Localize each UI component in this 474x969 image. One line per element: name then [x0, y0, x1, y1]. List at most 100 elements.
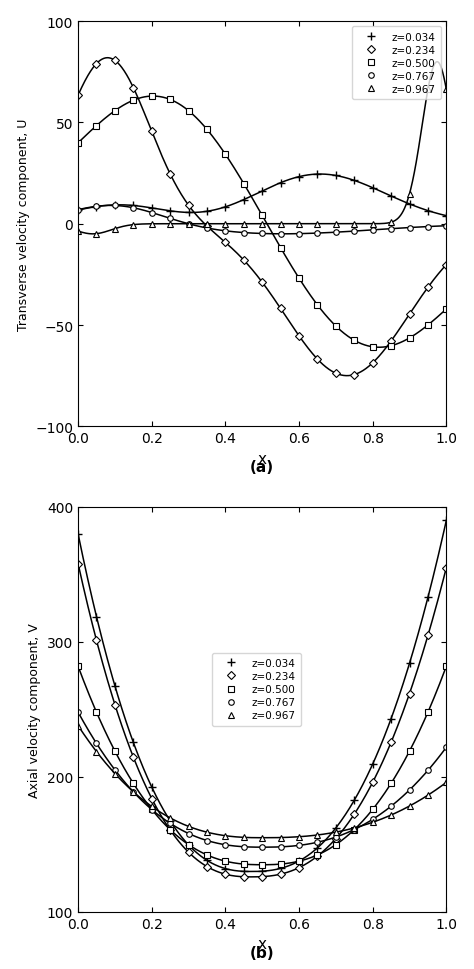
z=0.034 [444, 210, 449, 222]
z=0.967 [75, 226, 81, 237]
z=0.234 [204, 860, 210, 872]
z=0.500 [167, 824, 173, 835]
z=0.234 [370, 358, 375, 369]
z=0.034 [370, 183, 375, 195]
z=0.967 [204, 219, 210, 231]
z=0.234 [315, 354, 320, 365]
z=0.967 [296, 219, 302, 231]
z=0.500 [222, 856, 228, 867]
z=0.967 [315, 829, 320, 841]
z=0.767 [149, 804, 155, 816]
z=0.967 [278, 219, 283, 231]
z=0.034 [370, 759, 375, 770]
z=0.234 [278, 868, 283, 880]
z=0.767 [222, 226, 228, 237]
z=0.034 [407, 199, 412, 210]
z=0.034 [333, 171, 339, 182]
z=0.767 [186, 219, 191, 231]
z=0.767 [204, 835, 210, 847]
Line: z=0.767: z=0.767 [75, 709, 449, 850]
z=0.767 [222, 839, 228, 851]
z=0.234 [333, 368, 339, 380]
z=0.967 [222, 219, 228, 231]
z=0.967 [333, 827, 339, 838]
z=0.967 [186, 219, 191, 231]
z=0.500 [351, 335, 357, 347]
z=0.967 [167, 812, 173, 824]
z=0.034 [351, 795, 357, 806]
z=0.500 [333, 839, 339, 851]
z=0.034 [388, 713, 394, 725]
z=0.034 [186, 207, 191, 219]
z=0.500 [204, 124, 210, 136]
z=0.034 [222, 202, 228, 213]
z=0.034 [351, 175, 357, 187]
z=0.767 [167, 818, 173, 829]
z=0.767 [444, 741, 449, 753]
z=0.500 [333, 321, 339, 332]
z=0.967 [75, 720, 81, 732]
z=0.234 [112, 699, 118, 710]
z=0.034 [167, 815, 173, 827]
z=0.967 [149, 219, 155, 231]
z=0.767 [130, 786, 136, 797]
z=0.234 [241, 871, 246, 883]
z=0.500 [149, 91, 155, 103]
z=0.767 [351, 824, 357, 835]
z=0.767 [149, 207, 155, 219]
z=0.034 [444, 515, 449, 526]
z=0.767 [425, 222, 431, 234]
z=0.034 [149, 203, 155, 214]
z=0.500 [351, 824, 357, 835]
z=0.034 [75, 205, 81, 217]
Legend: z=0.034, z=0.234, z=0.500, z=0.767, z=0.967: z=0.034, z=0.234, z=0.500, z=0.767, z=0.… [212, 653, 301, 726]
z=0.967 [388, 809, 394, 821]
z=0.234 [407, 309, 412, 321]
z=0.234 [444, 260, 449, 271]
z=0.234 [333, 832, 339, 844]
z=0.234 [444, 562, 449, 574]
z=0.500 [388, 340, 394, 352]
z=0.034 [94, 202, 100, 213]
z=0.234 [204, 221, 210, 233]
X-axis label: x: x [258, 936, 267, 952]
z=0.767 [388, 224, 394, 235]
z=0.034 [315, 842, 320, 854]
z=0.967 [444, 777, 449, 789]
z=0.034 [296, 172, 302, 183]
z=0.767 [130, 203, 136, 214]
z=0.234 [130, 82, 136, 94]
z=0.034 [296, 856, 302, 867]
z=0.034 [407, 658, 412, 670]
z=0.034 [130, 201, 136, 212]
z=0.234 [259, 871, 265, 883]
z=0.767 [315, 228, 320, 239]
z=0.500 [388, 778, 394, 790]
z=0.234 [222, 237, 228, 249]
z=0.034 [241, 865, 246, 877]
z=0.767 [407, 784, 412, 796]
z=0.500 [259, 210, 265, 222]
z=0.234 [241, 255, 246, 266]
z=0.234 [278, 303, 283, 315]
Line: z=0.234: z=0.234 [75, 561, 449, 880]
z=0.500 [94, 120, 100, 132]
z=0.767 [259, 229, 265, 240]
Line: z=0.767: z=0.767 [75, 203, 449, 237]
Line: z=0.967: z=0.967 [75, 87, 449, 237]
Line: z=0.034: z=0.034 [74, 516, 450, 876]
z=0.767 [204, 223, 210, 234]
Y-axis label: Axial velocity component, V: Axial velocity component, V [28, 622, 41, 797]
z=0.500 [75, 138, 81, 149]
z=0.234 [388, 336, 394, 348]
z=0.767 [444, 221, 449, 233]
z=0.500 [407, 332, 412, 344]
z=0.967 [112, 224, 118, 235]
z=0.767 [75, 706, 81, 718]
z=0.967 [204, 827, 210, 838]
z=0.967 [130, 786, 136, 797]
z=0.234 [167, 169, 173, 180]
z=0.767 [388, 800, 394, 812]
z=0.034 [130, 736, 136, 748]
Legend: z=0.034, z=0.234, z=0.500, z=0.767, z=0.967: z=0.034, z=0.234, z=0.500, z=0.767, z=0.… [352, 27, 441, 100]
